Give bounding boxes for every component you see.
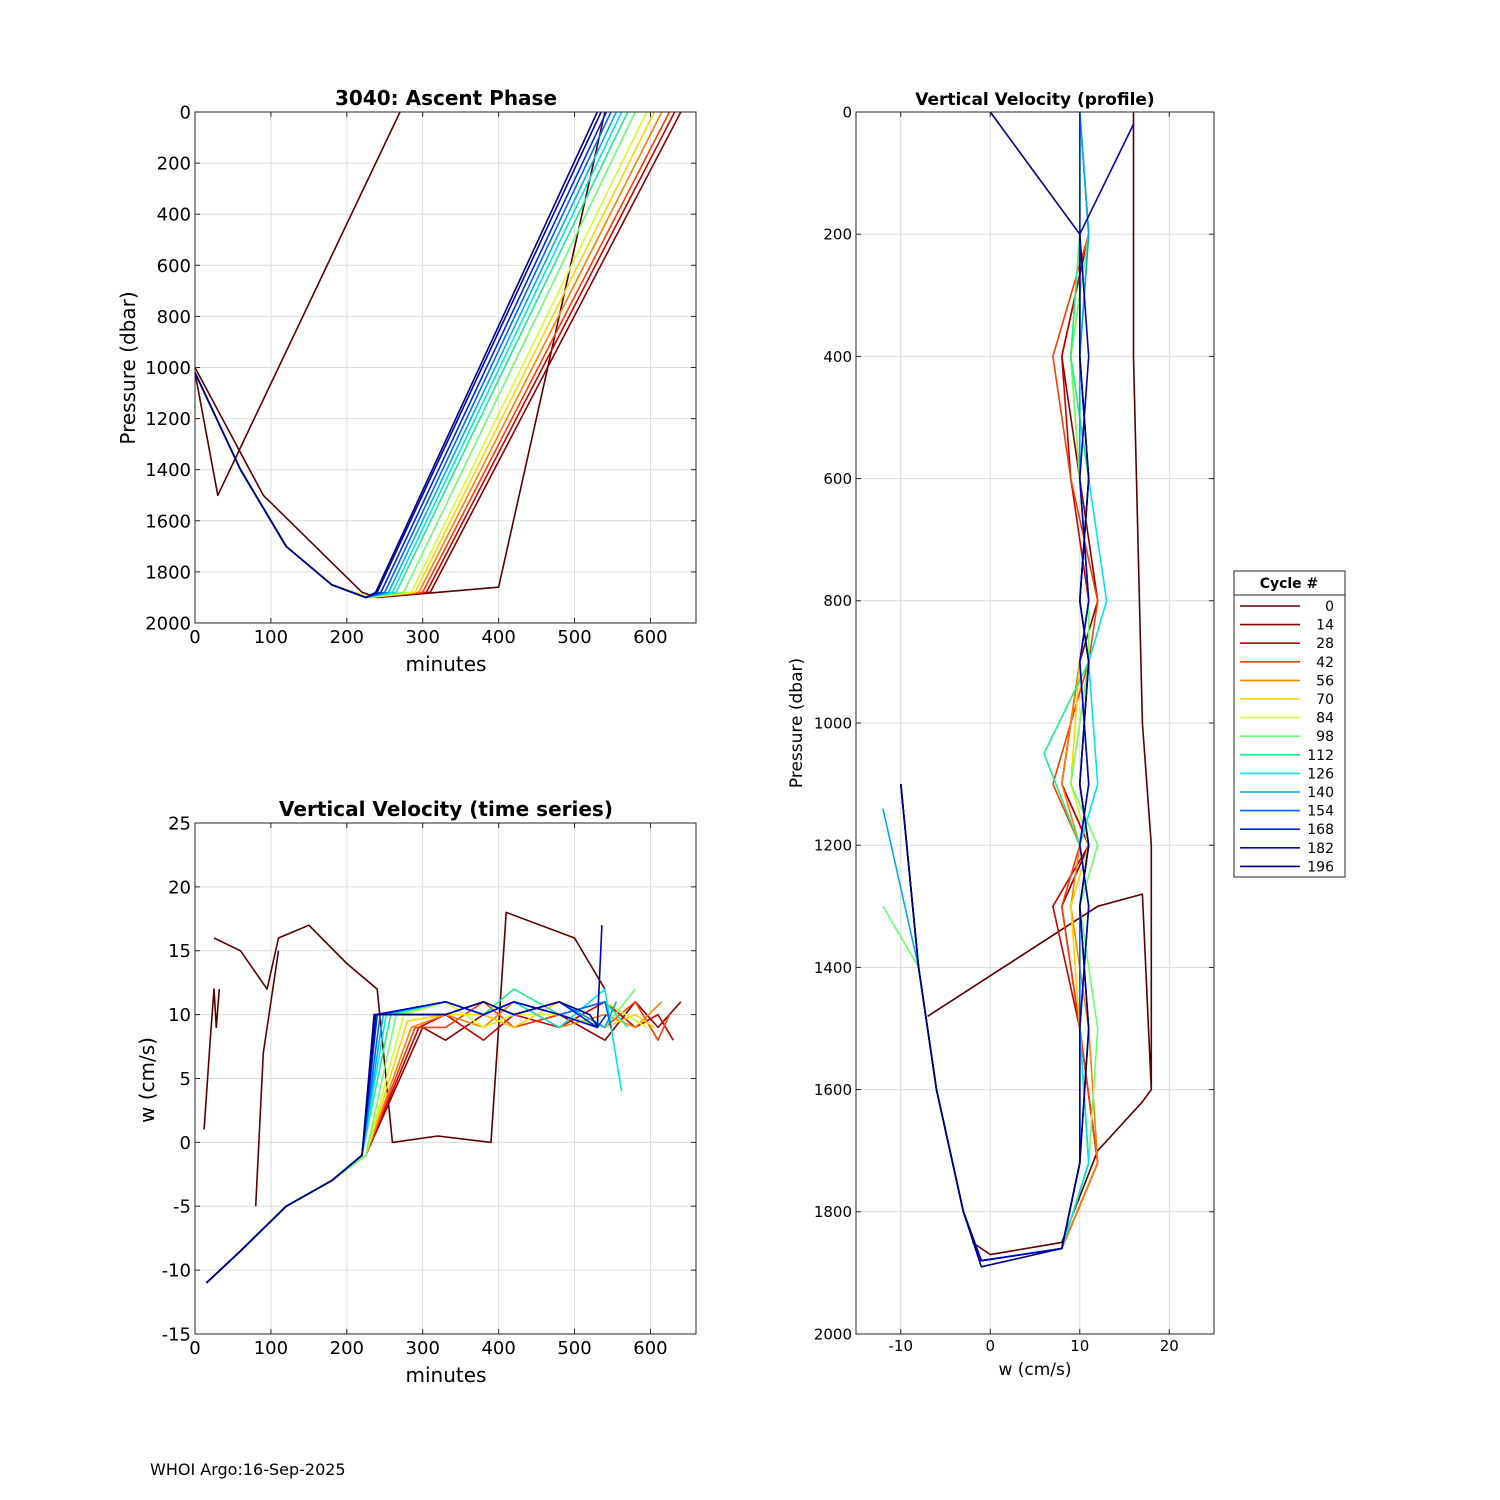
series-line-cycle-0 — [203, 988, 221, 1130]
x-tick-label: 0 — [985, 1337, 995, 1355]
vel-profile-x-label: w (cm/s) — [998, 1360, 1071, 1380]
y-tick-label: 25 — [168, 813, 191, 834]
y-tick-label: 400 — [157, 205, 191, 226]
y-tick-label: -10 — [162, 1261, 191, 1282]
vel-time-y-label: w (cm/s) — [135, 1037, 159, 1123]
vel-time-y-ticks: -15 -10 -5 0 5 10 15 20 25 — [162, 813, 696, 1345]
x-tick-label: 500 — [557, 627, 591, 648]
legend-title: Cycle # — [1260, 576, 1319, 592]
y-tick-label: 10 — [168, 1005, 191, 1026]
y-tick-label: 1200 — [814, 837, 852, 855]
y-tick-label: 1000 — [814, 714, 852, 732]
vel-time-x-label: minutes — [406, 1363, 487, 1387]
legend-entries: 0 14 28 42 56 70 84 98 112 126 140 154 168 182 196 — [1240, 599, 1334, 875]
x-tick-label: 20 — [1160, 1337, 1179, 1355]
vel-profile-y-label: Pressure (dbar) — [787, 658, 807, 788]
ascent-title: 3040: Ascent Phase — [335, 86, 557, 110]
x-tick-label: 200 — [330, 627, 364, 648]
legend-label: 140 — [1307, 785, 1334, 801]
y-tick-label: 1400 — [145, 460, 191, 481]
y-tick-label: 0 — [842, 103, 852, 121]
y-tick-label: 2000 — [145, 613, 191, 634]
x-tick-label: 300 — [406, 1338, 440, 1359]
ascent-y-label: Pressure (dbar) — [116, 291, 140, 444]
y-tick-label: 400 — [823, 348, 852, 366]
y-tick-label: 1600 — [814, 1081, 852, 1099]
y-tick-label: -5 — [173, 1197, 191, 1218]
legend-label: 154 — [1307, 804, 1334, 820]
ascent-x-ticks: 0 100 200 300 400 500 600 — [189, 112, 668, 648]
x-tick-label: 600 — [633, 627, 667, 648]
legend-label: 28 — [1316, 636, 1334, 652]
legend-label: 14 — [1316, 618, 1334, 634]
y-tick-label: 2000 — [814, 1325, 852, 1343]
y-tick-label: 800 — [157, 307, 191, 328]
legend-label: 42 — [1316, 655, 1334, 671]
legend: Cycle # 0 14 28 42 56 70 84 98 112 126 140 154 168 18… — [1233, 570, 1346, 878]
legend-label: 70 — [1316, 692, 1334, 708]
vel-profile-x-ticks: -10 0 10 20 — [889, 112, 1179, 1355]
ascent-x-label: minutes — [406, 652, 487, 676]
x-tick-label: 200 — [330, 1338, 364, 1359]
x-tick-label: 400 — [481, 1338, 515, 1359]
y-tick-label: 1200 — [145, 409, 191, 430]
series-line-cycle-196 — [900, 111, 1090, 1268]
series-line-cycle-0-c- — [254, 950, 280, 1207]
ascent-series-lines — [194, 111, 682, 599]
y-tick-label: -15 — [162, 1324, 191, 1345]
x-tick-label: -10 — [889, 1337, 914, 1355]
vel-profile-title: Vertical Velocity (profile) — [915, 90, 1154, 110]
y-tick-label: 1800 — [814, 1203, 852, 1221]
y-tick-label: 5 — [180, 1069, 191, 1090]
x-tick-label: 500 — [557, 1338, 591, 1359]
y-tick-label: 600 — [157, 256, 191, 277]
x-tick-label: 0 — [189, 1338, 200, 1359]
vel-time-x-ticks: 0 100 200 300 400 500 600 — [189, 823, 668, 1359]
y-tick-label: 1400 — [814, 959, 852, 977]
vel-profile-series-lines — [882, 111, 1153, 1268]
x-tick-label: 100 — [254, 627, 288, 648]
legend-label: 126 — [1307, 766, 1334, 782]
y-tick-label: 800 — [823, 592, 852, 610]
x-tick-label: 300 — [406, 627, 440, 648]
legend-label: 98 — [1316, 729, 1334, 745]
y-tick-label: 200 — [157, 154, 191, 175]
x-tick-label: 400 — [481, 627, 515, 648]
y-tick-label: 200 — [823, 226, 852, 244]
legend-label: 182 — [1307, 841, 1334, 857]
x-tick-label: 10 — [1070, 1337, 1089, 1355]
ascent-panel: 0 100 200 300 400 500 600 0 200 400 600 800 1000 120… — [116, 86, 697, 676]
legend-label: 168 — [1307, 822, 1334, 838]
series-line-cycle-196 — [194, 111, 599, 599]
y-tick-label: 1000 — [145, 358, 191, 379]
vel-time-series-lines — [203, 911, 682, 1284]
y-tick-label: 15 — [168, 941, 191, 962]
series-line-cycle-0 — [927, 112, 1153, 1091]
legend-label: 0 — [1325, 599, 1334, 615]
x-tick-label: 0 — [189, 627, 200, 648]
y-tick-label: 0 — [180, 102, 191, 123]
y-tick-label: 1800 — [145, 562, 191, 583]
vel-profile-y-ticks: 0 200 400 600 800 1000 1200 1400 1600 1800 2000 — [814, 103, 1214, 1343]
y-tick-label: 600 — [823, 470, 852, 488]
legend-label: 112 — [1307, 748, 1334, 764]
y-tick-label: 20 — [168, 877, 191, 898]
vel-profile-panel: -10 0 10 20 0 200 400 600 800 1000 1200 1400 1600 18… — [787, 90, 1215, 1380]
legend-label: 84 — [1316, 711, 1334, 727]
series-line-cycle-196 — [205, 1000, 599, 1284]
y-tick-label: 1600 — [145, 511, 191, 532]
legend-label: 196 — [1307, 859, 1334, 875]
x-tick-label: 100 — [254, 1338, 288, 1359]
x-tick-label: 600 — [633, 1338, 667, 1359]
y-tick-label: 0 — [180, 1133, 191, 1154]
series-line-cycle-0-b- — [971, 1089, 1152, 1256]
ascent-y-ticks: 0 200 400 600 800 1000 1200 1400 1600 1800 2000 — [145, 102, 696, 634]
footer-caption: WHOI Argo:16-Sep-2025 — [150, 1460, 346, 1479]
series-line-cycle-0-b- — [213, 911, 606, 1144]
vel-time-panel: 0 100 200 300 400 500 600 -15 -10 -5 0 5 10 15 20 25 V… — [135, 797, 697, 1387]
vel-time-title: Vertical Velocity (time series) — [279, 797, 613, 821]
series-line-cycle-0 — [194, 111, 401, 497]
legend-label: 56 — [1316, 673, 1334, 689]
